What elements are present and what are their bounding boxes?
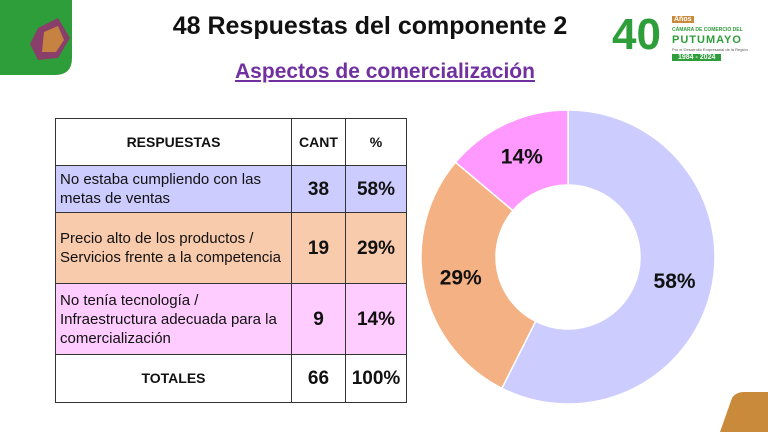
percent-cell: 14% [345,283,407,355]
logo-line3: Por el Desarrollo Empresarial de la Regi… [672,47,748,52]
slice-label: 29% [440,267,482,290]
header-row: RESPUESTAS CANT % [55,118,407,166]
percent-cell: 58% [345,165,407,213]
slice [454,109,569,212]
corner-image-detail [42,26,64,52]
subtitle: Aspectos de comercialización [235,60,535,83]
header-cell: % [345,118,407,166]
title: 48 Respuestas del componente 2 [172,12,568,40]
header-cell: CANT [291,118,346,166]
count-cell: 9 [291,283,346,355]
totals-label: TOTALES [55,354,292,403]
totals-count: 66 [291,354,346,403]
slice [420,161,537,390]
totals-row: TOTALES 66 100% [55,354,407,403]
logo-line2: PUTUMAYO [672,34,742,46]
slice [500,109,716,405]
logo: 40 Años CÁMARA DE COMERCIO DEL PUTUMAYO … [612,10,752,68]
percent-cell: 29% [345,212,407,284]
table-row: Precio alto de los productos / Servicios… [55,212,407,284]
table: RESPUESTAS CANT % No estaba cumpliendo c… [55,118,407,403]
logo-number: 40 [612,10,661,59]
count-cell: 38 [291,165,346,213]
response-cell: No tenía tecnología / Infraestructura ad… [55,283,292,355]
totals-percent: 100% [345,354,407,403]
corner-decor-bottom [720,392,768,432]
donut-chart: 58% 29% 14% [420,109,716,405]
slice-label: 14% [501,145,543,168]
logo-years: Años [672,16,694,23]
slice-label: 58% [654,270,696,293]
table-row: No estaba cumpliendo con las metas de ve… [55,165,407,213]
logo-dates: 1984 - 2024 [672,54,722,61]
header-cell: RESPUESTAS [55,118,292,166]
response-cell: No estaba cumpliendo con las metas de ve… [55,165,292,213]
table-row: No tenía tecnología / Infraestructura ad… [55,283,407,355]
count-cell: 19 [291,212,346,284]
logo-line1: CÁMARA DE COMERCIO DEL [672,27,743,33]
response-cell: Precio alto de los productos / Servicios… [55,212,292,284]
